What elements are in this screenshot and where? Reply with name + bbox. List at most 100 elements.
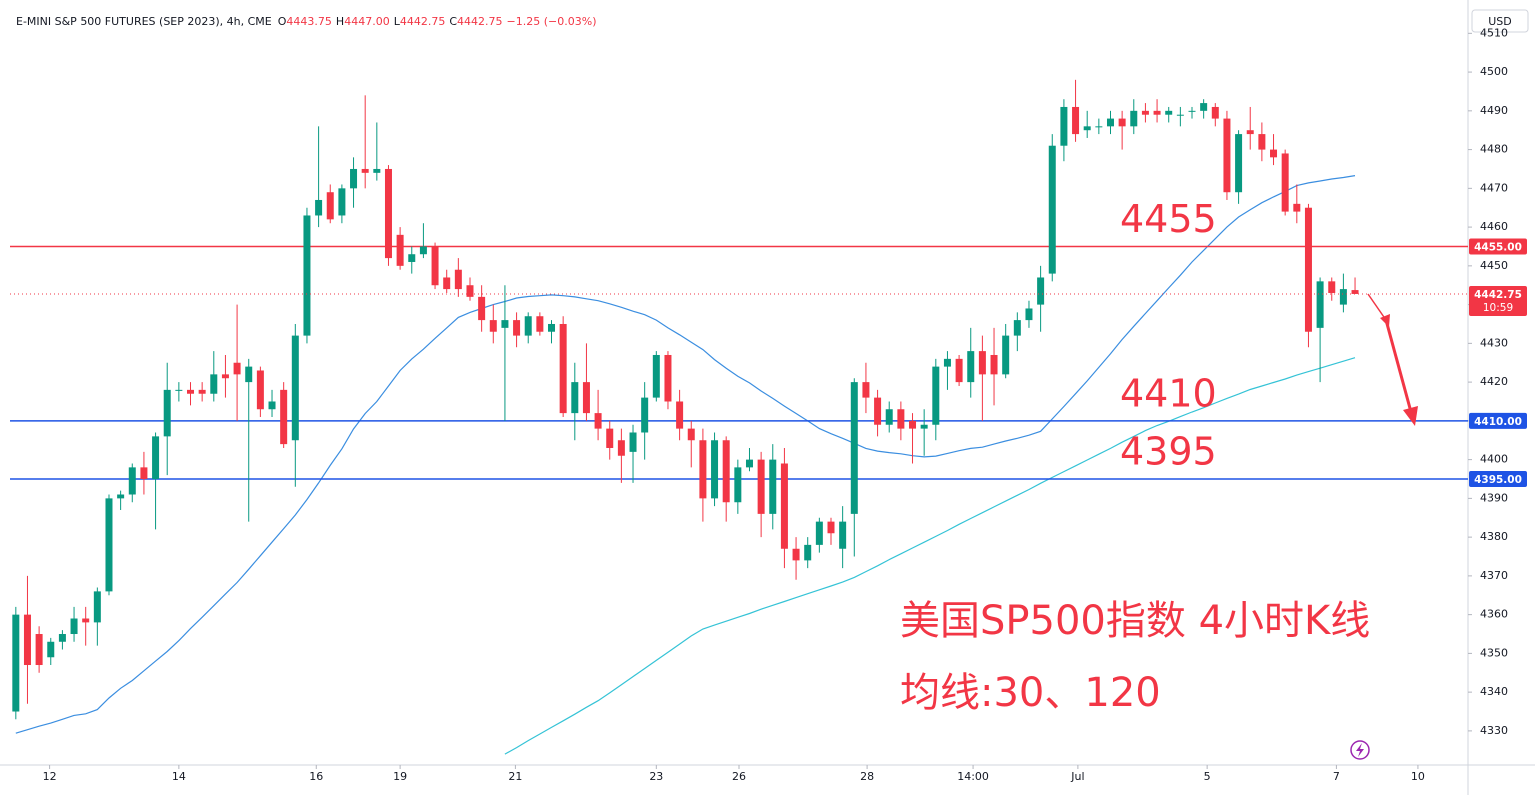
candle-body: [943, 358, 951, 367]
candle-body: [12, 614, 20, 712]
candle-body: [1095, 126, 1103, 128]
candle-body: [408, 254, 416, 262]
candle-body: [1025, 308, 1033, 321]
level-tag: [1469, 412, 1527, 429]
y-tick-label: 4480: [1480, 143, 1508, 156]
candle-body: [536, 316, 544, 332]
icon-circle: [1350, 740, 1370, 760]
currency-button[interactable]: [1471, 9, 1529, 33]
candle-body: [82, 618, 90, 623]
candle-body: [93, 591, 101, 623]
y-tick-label: 4430: [1480, 336, 1508, 349]
y-tick-label: 4350: [1480, 646, 1508, 659]
candle-body: [606, 428, 614, 448]
x-tick-label: 14:00: [957, 770, 989, 783]
candle-body: [780, 463, 788, 549]
y-tick-label: 4400: [1480, 453, 1508, 466]
candle-body: [117, 494, 125, 499]
candle-body: [1304, 207, 1312, 332]
x-tick-label: 19: [393, 770, 407, 783]
candle-body: [198, 389, 206, 394]
arrow-line: [1367, 293, 1387, 321]
candle-body: [1106, 118, 1114, 127]
y-tick-label: 4460: [1480, 220, 1508, 233]
candle-body: [373, 168, 381, 173]
ohlc-key: L: [393, 15, 400, 28]
ohlc-value: 4447.00: [344, 15, 390, 28]
currency[interactable]: USD: [1488, 15, 1512, 28]
candle-body: [990, 354, 998, 375]
candle-body: [1176, 114, 1184, 116]
candle-body: [1153, 110, 1161, 115]
y-tick-label: 4470: [1480, 181, 1508, 194]
candle-body: [792, 548, 800, 561]
level-tag-label: 4410.00: [1474, 416, 1522, 428]
y-tick-label: 4330: [1480, 724, 1508, 737]
candle-body: [1165, 110, 1173, 115]
candle-body: [140, 467, 148, 479]
candle-body: [1037, 277, 1045, 305]
x-tick-label: 7: [1333, 770, 1340, 783]
candle-body: [676, 401, 684, 429]
ohlc-value: 4443.75: [286, 15, 332, 28]
level-tag: [1469, 470, 1527, 487]
candle-body: [687, 428, 695, 441]
candle-body: [1328, 281, 1336, 293]
candle-body: [1141, 110, 1149, 115]
countdown: 10:59: [1483, 302, 1513, 314]
arrow-line: [1384, 319, 1413, 413]
level-annotation: 4395: [1120, 429, 1217, 473]
level-annotation: 4455: [1120, 197, 1217, 241]
candle-body: [163, 389, 171, 437]
candle-body: [1130, 110, 1138, 127]
candle-body: [396, 234, 404, 266]
moving-average: [15, 175, 1356, 734]
candle-body: [745, 459, 753, 468]
ohlc-value: 4442.75: [457, 15, 503, 28]
icon[interactable]: [1350, 740, 1370, 760]
last-price-label: 4442.75: [1474, 289, 1522, 301]
candle-body: [652, 354, 660, 398]
candle-body: [629, 432, 637, 452]
candle-body: [920, 424, 928, 429]
symbol: E-MINI S&P 500 FUTURES (SEP 2023), 4h, C…: [16, 15, 272, 28]
candle-body: [978, 351, 986, 375]
candle-body: [815, 521, 823, 545]
level-tag-label: 4395.00: [1474, 474, 1522, 486]
y-tick-label: 4360: [1480, 608, 1508, 621]
candle-body: [1351, 290, 1359, 294]
candle-body: [152, 436, 160, 479]
level-tag: [1469, 238, 1527, 255]
candle-body: [1223, 118, 1231, 193]
candle-body: [501, 320, 509, 328]
candle-body: [210, 374, 218, 394]
candle-body: [722, 440, 730, 503]
y-tick-label: 4390: [1480, 491, 1508, 504]
candle-body: [885, 409, 893, 425]
y-tick-label: 4370: [1480, 569, 1508, 582]
candle-body: [955, 358, 963, 383]
y-tick-label: 4450: [1480, 259, 1508, 272]
candle-body: [1270, 149, 1278, 158]
y-tick-label: 4340: [1480, 685, 1508, 698]
candle-body: [175, 389, 183, 391]
icon-bolt: [1356, 743, 1364, 757]
y-tick-label: 4380: [1480, 530, 1508, 543]
x-tick-label: 10: [1411, 770, 1425, 783]
candle-body: [350, 168, 358, 189]
candle-body: [711, 440, 719, 499]
candle-body: [431, 246, 439, 286]
candle-body: [513, 320, 521, 336]
x-tick-label: 28: [860, 770, 874, 783]
candle-body: [1118, 118, 1126, 127]
candle-body: [315, 199, 323, 216]
candle-body: [804, 544, 812, 561]
candle-body: [1246, 130, 1254, 135]
candle-body: [757, 459, 765, 514]
candle-body: [70, 618, 78, 635]
candle-body: [338, 188, 346, 216]
candle-body: [582, 382, 590, 414]
